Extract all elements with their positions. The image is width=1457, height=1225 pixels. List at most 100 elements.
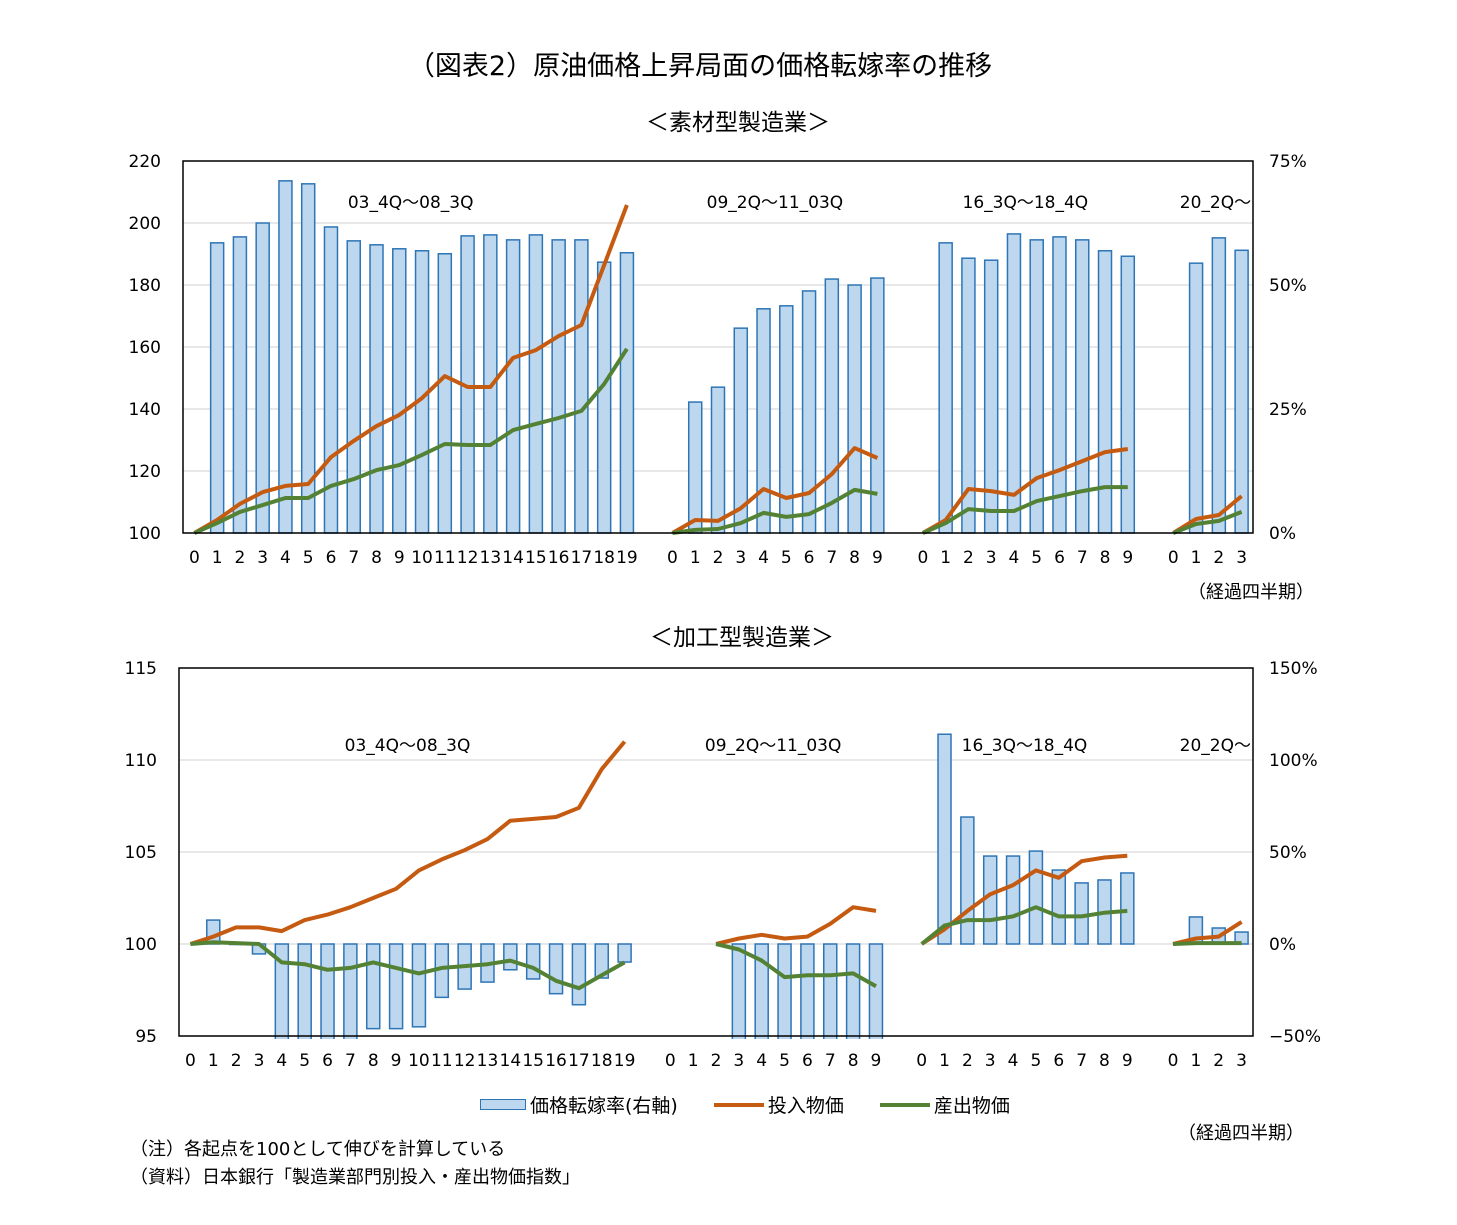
bar xyxy=(411,943,427,1028)
y-tick-label: 180 xyxy=(129,276,161,296)
group-label: 03_4Q～08_3Q xyxy=(345,736,471,756)
x-tick-label: 3 xyxy=(985,1051,996,1071)
x-tick-label: 19 xyxy=(614,1051,636,1071)
plot-area xyxy=(189,733,1249,1039)
x-tick-label: 11 xyxy=(434,548,456,568)
x-tick-label: 16 xyxy=(545,1051,567,1071)
x-tick-label: 4 xyxy=(1008,1051,1019,1071)
y2-tick-label: 50% xyxy=(1269,843,1307,863)
x-tick-label: 7 xyxy=(348,548,359,568)
x-tick-label: 7 xyxy=(345,1051,356,1071)
bar xyxy=(937,733,952,945)
bar xyxy=(1074,882,1089,945)
bar xyxy=(365,943,381,1030)
y2-tick-label: 150% xyxy=(1269,659,1318,679)
x-tick-label: 4 xyxy=(756,1051,767,1071)
x-tick-label: 0 xyxy=(189,548,200,568)
x-tick-label: 4 xyxy=(1009,548,1020,568)
source: （資料）日本銀行「製造業部門別投入・産出物価指数」 xyxy=(130,1167,580,1188)
plot-area xyxy=(193,180,1249,535)
input-price-line xyxy=(921,447,1129,535)
x-tick-label: 12 xyxy=(454,1051,476,1071)
x-tick-label: 9 xyxy=(1122,548,1133,568)
x-tick-label: 1 xyxy=(208,1051,219,1071)
bar xyxy=(777,943,792,1039)
x-tick-label: 9 xyxy=(394,548,405,568)
x-tick-label: 1 xyxy=(1191,548,1202,568)
x-tick-label: 0 xyxy=(917,548,928,568)
bar xyxy=(845,943,861,1039)
legend-input-label: 投入物価 xyxy=(767,1095,844,1117)
y-tick-label: 100 xyxy=(125,935,157,955)
x-tick-label: 0 xyxy=(665,1051,676,1071)
y-tick-label: 140 xyxy=(129,400,161,420)
output-price-line xyxy=(193,347,629,535)
output-price-line xyxy=(672,487,878,535)
x-tick-label: 1 xyxy=(688,1051,699,1071)
group-label: 20_2Q～ xyxy=(1180,736,1251,756)
legend: 価格転嫁率(右軸) 投入物価 産出物価 xyxy=(480,1091,1010,1118)
x-tick-label: 7 xyxy=(1077,548,1088,568)
input-price-line xyxy=(1172,920,1243,946)
x-tick-label: 14 xyxy=(502,548,524,568)
bar xyxy=(571,943,587,1006)
x-tick-label: 12 xyxy=(457,548,479,568)
plot-border xyxy=(178,667,1254,1037)
x-tick-label: 18 xyxy=(593,548,615,568)
x-tick-label: 15 xyxy=(525,548,547,568)
bar xyxy=(503,943,518,971)
x-tick-label: 2 xyxy=(1213,548,1224,568)
legend-output-swatch xyxy=(879,1102,930,1107)
figure-title: （図表2）原油価格上昇局面の価格転嫁率の推移 xyxy=(407,51,993,82)
x-tick-label: 1 xyxy=(1190,1051,1201,1071)
bar xyxy=(1120,872,1135,945)
x-tick-label: 3 xyxy=(1236,548,1247,568)
bar xyxy=(823,943,838,1039)
y2-tick-label: 100% xyxy=(1269,751,1318,771)
x-tick-label: 1 xyxy=(690,548,701,568)
x-tick-label: 13 xyxy=(477,1051,499,1071)
x-unit-label-bottom: （経過四半期） xyxy=(1178,1123,1304,1144)
bar xyxy=(960,816,975,945)
x-tick-label: 16 xyxy=(548,548,570,568)
output-price-line xyxy=(190,940,626,991)
bar xyxy=(548,943,564,995)
x-tick-label: 1 xyxy=(939,1051,950,1071)
y2-tick-label: 75% xyxy=(1269,152,1307,172)
x-tick-label: 3 xyxy=(735,548,746,568)
bar xyxy=(274,943,290,1039)
group-label: 09_2Q～11_03Q xyxy=(705,736,841,756)
x-tick-label: 1 xyxy=(940,548,951,568)
bar xyxy=(1028,850,1044,945)
y2-tick-label: −50% xyxy=(1269,1027,1321,1047)
input-price-line xyxy=(1172,494,1243,535)
x-tick-label: 2 xyxy=(231,1051,242,1071)
x-tick-label: 5 xyxy=(1031,1051,1042,1071)
x-tick-label: 4 xyxy=(758,548,769,568)
x-tick-label: 0 xyxy=(185,1051,196,1071)
bar xyxy=(297,943,312,1039)
output-price-line xyxy=(920,905,1128,946)
x-tick-label: 9 xyxy=(872,548,883,568)
bar xyxy=(1051,869,1067,945)
x-tick-label: 19 xyxy=(616,548,638,568)
legend-bar-swatch xyxy=(480,1099,526,1110)
plot-border xyxy=(182,160,1254,534)
legend-input-swatch xyxy=(713,1102,764,1107)
x-tick-label: 2 xyxy=(711,1051,722,1071)
bar xyxy=(731,943,747,1039)
x-tick-label: 0 xyxy=(916,1051,927,1071)
input-price-line xyxy=(715,905,877,946)
x-tick-label: 10 xyxy=(411,548,433,568)
legend-bar-label: 価格転嫁率(右軸) xyxy=(530,1095,678,1117)
y2-tick-label: 0% xyxy=(1269,524,1296,544)
x-tick-label: 6 xyxy=(326,548,337,568)
bar xyxy=(388,943,404,1030)
x-tick-label: 5 xyxy=(299,1051,310,1071)
x-unit-label-top: （経過四半期） xyxy=(1188,582,1314,603)
x-tick-label: 0 xyxy=(1168,548,1179,568)
x-tick-label: 9 xyxy=(1122,1051,1133,1071)
x-tick-label: 9 xyxy=(391,1051,402,1071)
bar xyxy=(320,943,335,1039)
